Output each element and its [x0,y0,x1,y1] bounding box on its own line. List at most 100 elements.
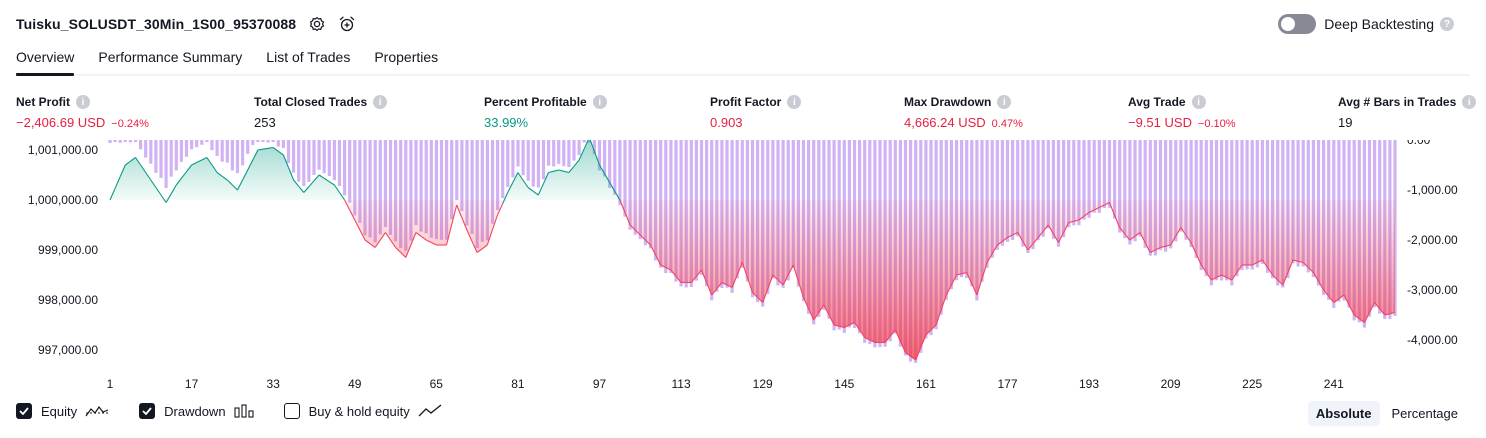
info-icon[interactable]: i [997,95,1012,109]
equity-line-segment [369,243,376,248]
equity-line-segment [558,169,564,172]
equity-line-segment [257,148,264,151]
info-icon[interactable]: i [592,95,607,109]
help-icon[interactable]: ? [1440,17,1454,31]
equity-line-segment [1108,202,1116,216]
tab-list-of-trades[interactable]: List of Trades [266,49,351,65]
settings-icon[interactable] [308,15,326,33]
equity-line-segment [1032,237,1039,245]
equity-line-segment [1318,281,1325,291]
equity-line-segment [221,175,228,181]
drawdown-bar [1118,140,1122,233]
info-icon[interactable]: i [787,95,802,109]
equity-line-segment [915,347,922,361]
equity-line-segment [833,324,840,327]
equity-line-segment [711,288,718,296]
drawdown-bar [526,140,530,181]
alarm-add-icon[interactable] [338,15,356,33]
info-icon[interactable]: i [76,95,90,109]
chart-legend: Equity Drawdown Buy & hold equity [16,403,472,419]
info-icon[interactable]: i [1191,95,1206,109]
info-icon[interactable]: i [373,95,388,109]
equity-line-segment [400,252,407,258]
equity-line-segment [609,182,616,192]
equity-line-segment [553,169,559,172]
equity-line-segment [700,269,708,283]
checkbox-unchecked-icon[interactable] [283,403,300,419]
equity-line-segment [1200,264,1207,273]
info-icon[interactable]: i [1462,95,1477,109]
equity-line-segment [486,229,493,246]
drawdown-bar [547,140,551,166]
equity-line-segment [1190,242,1197,255]
equity-line-segment [262,147,269,150]
metric-value: 4,666.24 USD [904,115,986,130]
equity-negative-area [110,200,1395,360]
equity-line-segment [716,282,723,290]
equity-line-segment [578,148,585,161]
drawdown-bar [164,140,168,188]
drawdown-bar [1005,140,1010,242]
drawdown-bar [317,140,321,170]
equity-line-segment [1180,227,1187,236]
checkbox-checked-icon[interactable] [16,403,32,419]
drawdown-bar [337,140,342,186]
equity-line-segment [777,279,784,286]
equity-line-segment [344,199,351,211]
checkbox-checked-icon[interactable] [139,403,156,419]
drawdown-bar [348,140,352,203]
drawdown-bar [133,140,138,143]
x-tick-label: 49 [348,377,362,391]
equity-line-segment [282,154,290,168]
tab-performance-summary[interactable]: Performance Summary [98,49,243,65]
metric-percent-profitable: Percent Profitable i 33.99% [484,94,607,130]
drawdown-bar [246,140,250,154]
equity-line-segment [604,173,611,183]
drawdown-bar [608,140,612,188]
equity-line-segment [639,234,646,241]
strategy-title: Tuisku_SOLUSDT_30Min_1S00_95370088 [16,16,297,32]
drawdown-bar [1087,140,1091,218]
legend-label: Drawdown [164,403,226,419]
drawdown-bar [434,140,438,240]
equity-line-segment [690,275,697,283]
equity-line-segment [1149,249,1156,253]
drawdown-bar [1174,140,1178,242]
legend-equity[interactable]: Equity [16,403,109,419]
equity-line-segment [124,160,131,166]
equity-line-segment [1129,235,1136,241]
drawdown-bar [648,140,653,249]
drawdown-bar [506,140,510,188]
drawdown-bar [1169,140,1173,249]
equity-line-segment [1165,244,1171,247]
equity-line-segment [180,171,187,179]
drawdown-bar [1082,140,1086,220]
legend-buy-hold[interactable]: Buy & hold equity [283,403,442,419]
drawdown-bar [353,140,357,216]
equity-line-segment [333,184,340,193]
equity-line-segment [1012,232,1018,236]
report-tabs: Overview Performance Summary List of Tra… [16,44,1470,76]
deep-backtesting-toggle[interactable] [1278,14,1317,34]
equity-line-segment [1389,311,1396,315]
drawdown-bar [465,140,469,226]
equity-line-segment [461,217,468,231]
tab-properties[interactable]: Properties [374,49,439,65]
equity-line-segment [201,157,208,161]
equity-line-segment [844,324,850,328]
equity-line-segment [828,314,835,326]
drawdown-bar [455,140,459,201]
metric-label: Avg Trade [1128,95,1186,109]
y-left-tick-label: 999,000.00 [38,243,98,257]
mode-percentage-button[interactable]: Percentage [1391,406,1459,421]
drawdown-bar [1000,140,1004,246]
equity-line-segment [746,277,754,293]
mode-absolute-button[interactable]: Absolute [1307,401,1380,426]
equity-drawdown-chart[interactable]: 1,001,000.00 1,000,000.00 999,000.00 998,00… [0,140,1486,395]
equity-line-segment [1282,272,1289,286]
legend-drawdown[interactable]: Drawdown [139,403,254,419]
tab-overview[interactable]: Overview [16,44,75,76]
drawdown-bar [1153,140,1157,256]
drawdown-bar [1092,140,1096,213]
equity-line-segment [323,177,330,183]
